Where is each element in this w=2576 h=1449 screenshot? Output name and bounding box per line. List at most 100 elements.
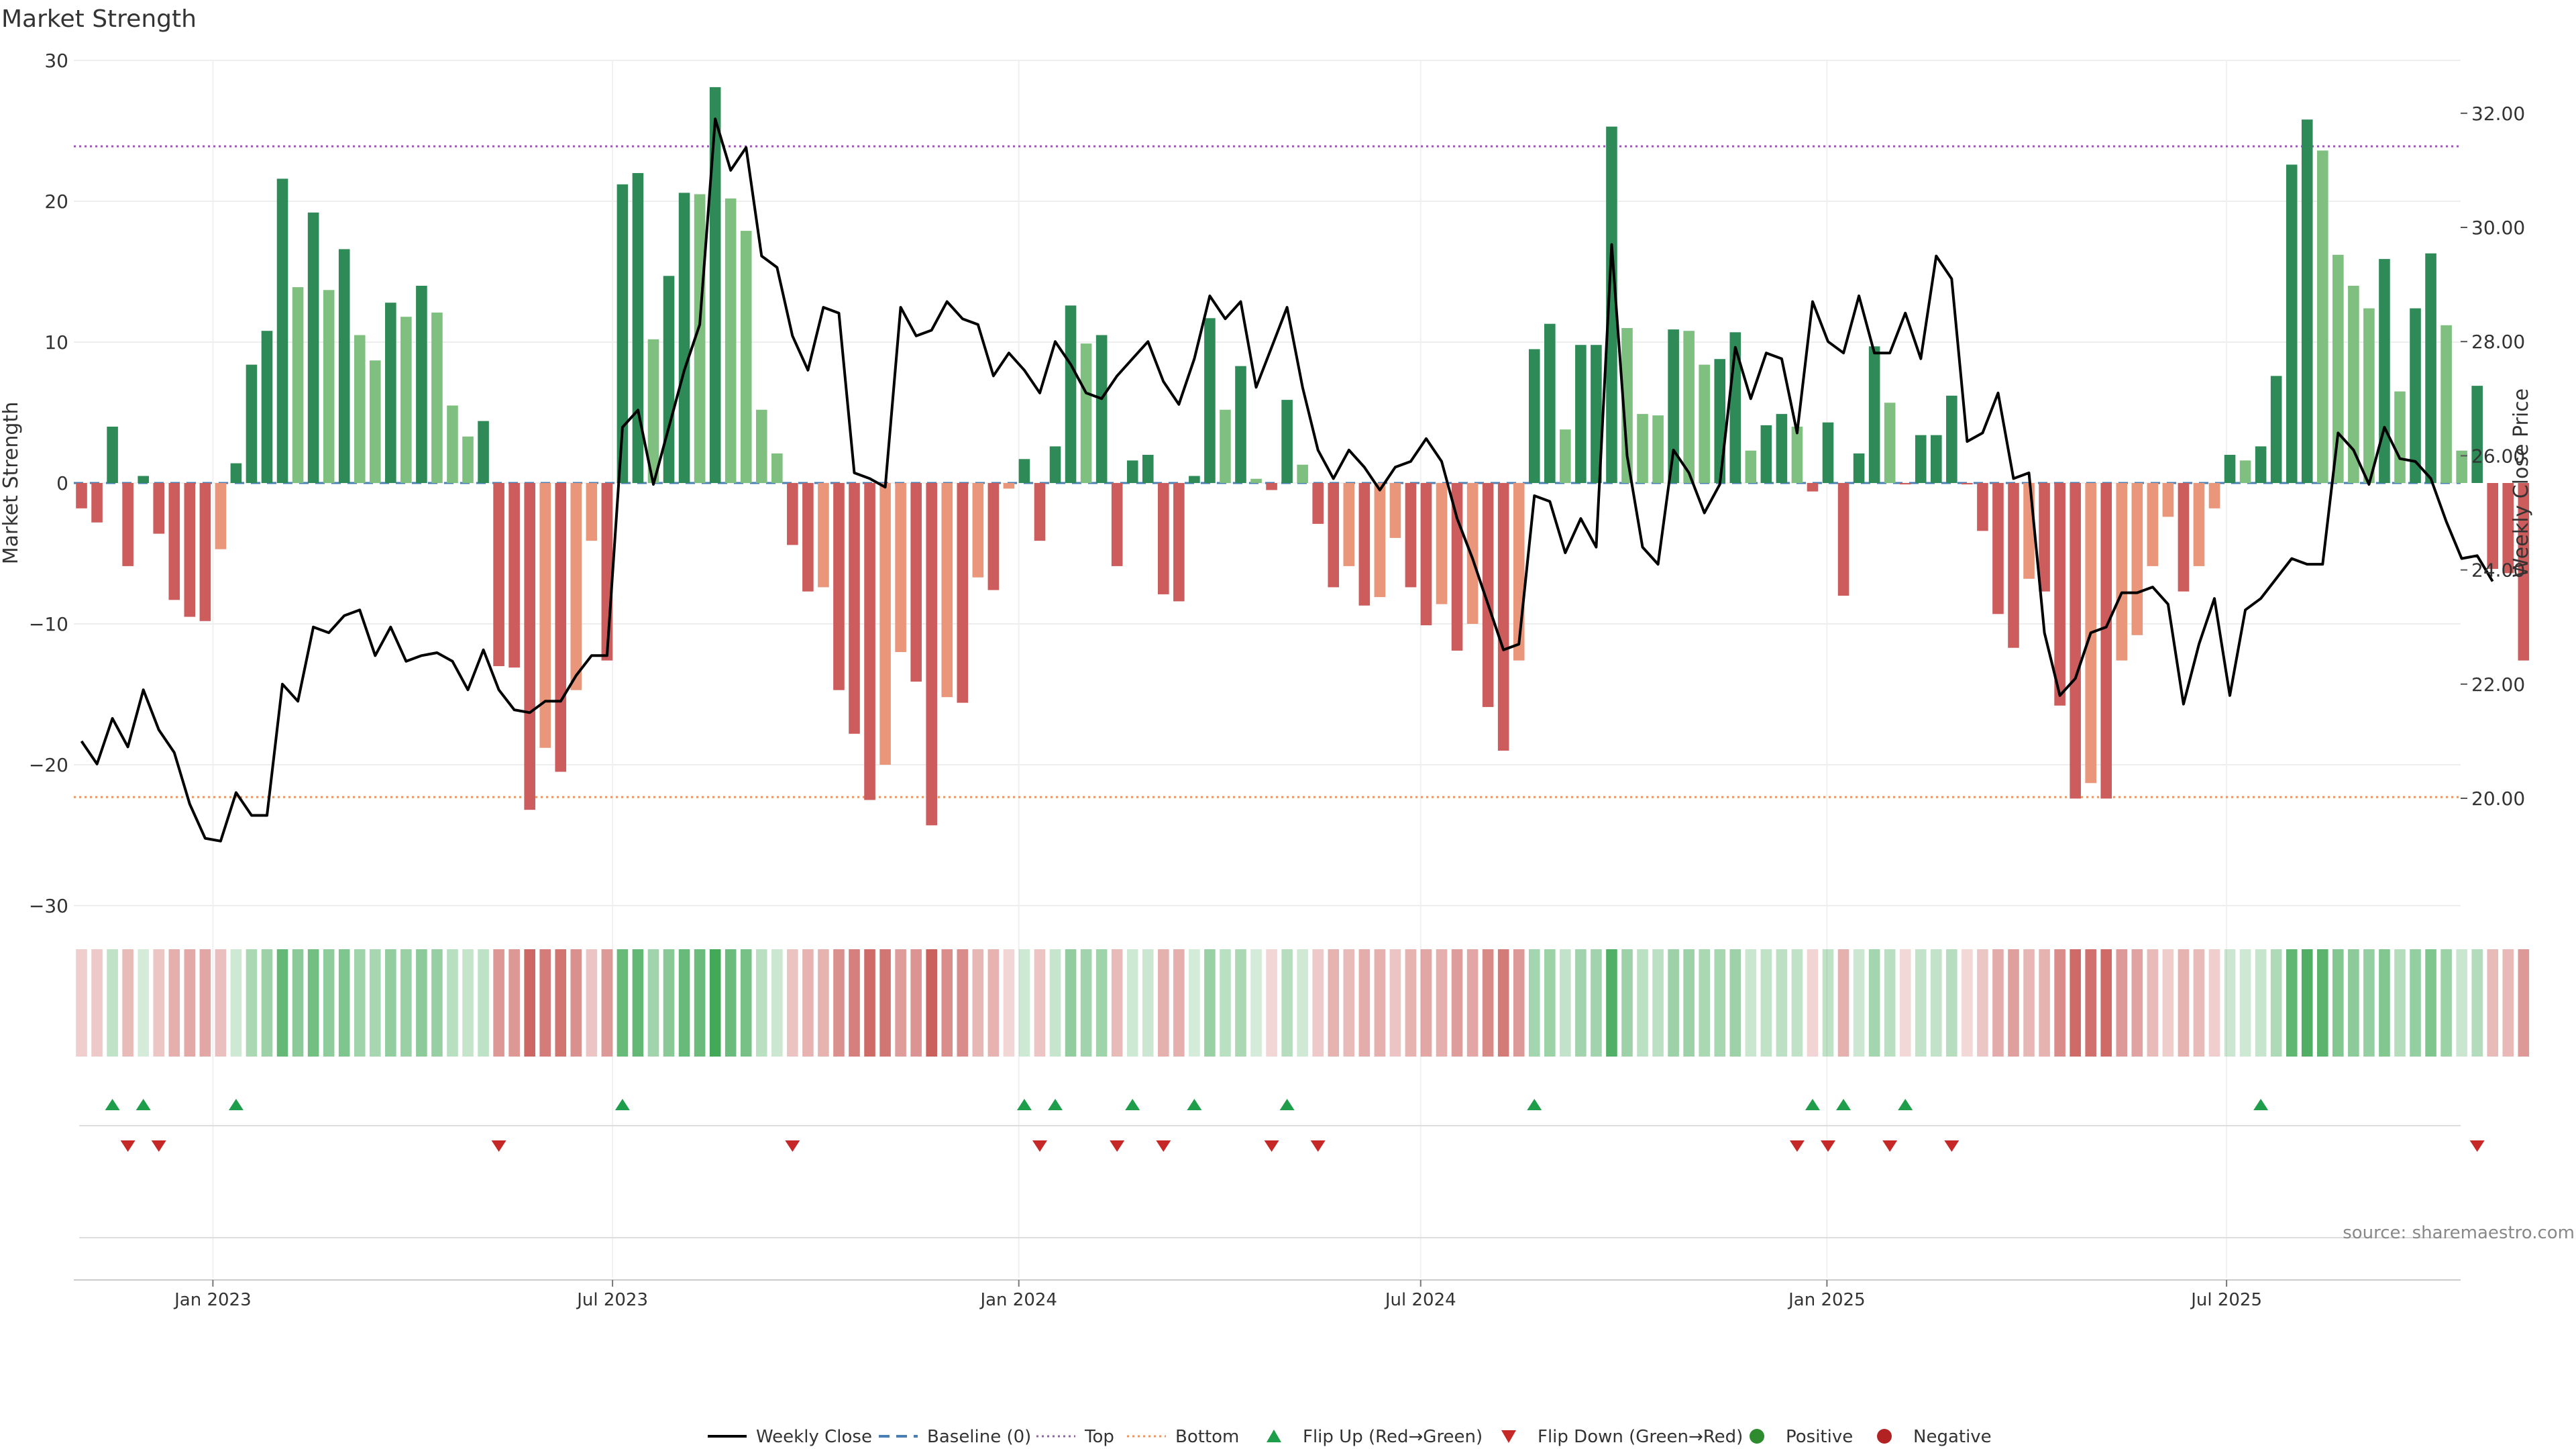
close-line (80, 117, 2494, 843)
bar (755, 409, 767, 483)
bar (199, 483, 211, 621)
bar (1173, 483, 1185, 602)
heat-cell (168, 949, 180, 1057)
heat-cell (724, 949, 737, 1057)
bar (957, 483, 969, 703)
bar (91, 483, 103, 523)
bar (1544, 323, 1556, 483)
y2-axis-label: Weekly Close Price (2510, 388, 2533, 578)
heat-cell (632, 949, 644, 1057)
heat-cell (1822, 949, 1834, 1057)
flip-down-marker (1821, 1140, 1836, 1152)
heat-cell (1065, 949, 1077, 1057)
heat-cell (493, 949, 504, 1057)
heat-cell (1497, 949, 1509, 1057)
y-tick-label: 30 (44, 50, 68, 72)
bar (1621, 328, 1633, 483)
heat-cell (895, 949, 906, 1057)
bar (1637, 414, 1648, 483)
y-tick-label: −10 (29, 613, 68, 635)
bar (2471, 386, 2483, 483)
bar (2518, 483, 2530, 661)
heat-cell (1560, 949, 1571, 1057)
heat-cell (1930, 949, 1942, 1057)
heat-cell (2487, 949, 2499, 1057)
heat-cell (2379, 949, 2390, 1057)
heat-cell (2394, 949, 2406, 1057)
heat-cell (616, 949, 629, 1057)
source-note: source: sharemaestro.com (2343, 1223, 2575, 1243)
bar (524, 483, 535, 810)
heat-cell (2178, 949, 2190, 1057)
heat-cell (740, 949, 752, 1057)
heat-cell (2440, 949, 2452, 1057)
heat-cell (1668, 949, 1679, 1057)
bar (2255, 446, 2267, 483)
bar (1420, 483, 1432, 626)
heat-cell (261, 949, 273, 1057)
bar (1049, 446, 1061, 483)
bar (787, 483, 798, 545)
bar (385, 303, 396, 483)
flip-up-marker (1279, 1099, 1295, 1110)
heat-cell (2100, 949, 2112, 1057)
heat-cell (1358, 949, 1371, 1057)
heat-cell (2147, 949, 2159, 1057)
heat-cell (2085, 949, 2096, 1057)
flip-down-marker (1789, 1140, 1805, 1152)
heat-cell (2239, 949, 2251, 1057)
heat-cell (755, 949, 767, 1057)
bar (1111, 483, 1123, 566)
bar (508, 483, 520, 668)
bar (153, 483, 165, 534)
bar (1266, 483, 1277, 490)
heat-cell (447, 949, 458, 1057)
heat-cell (2286, 949, 2298, 1057)
bar (2394, 391, 2406, 483)
bar (1575, 345, 1587, 483)
y-axis-right: 20.00 22.00 24.00 26.00 28.00 30.00 32.00 (2461, 103, 2525, 810)
bar (1466, 483, 1479, 624)
heat-cell (338, 949, 350, 1057)
heat-cell (987, 949, 1000, 1057)
flip-down-marker (785, 1140, 800, 1152)
bar (2224, 455, 2236, 483)
legend-swatch-tri-down (1501, 1430, 1516, 1443)
flip-down-marker (1882, 1140, 1898, 1152)
heat-cell (1791, 949, 1803, 1057)
heat-cell (307, 949, 319, 1057)
legend-label: Bottom (1175, 1427, 1239, 1447)
bar (709, 87, 721, 483)
bar (1837, 483, 1849, 596)
flip-down-marker (1310, 1140, 1326, 1152)
heat-cell (678, 949, 690, 1057)
heat-cell (1729, 949, 1741, 1057)
heat-cell (539, 949, 551, 1057)
heat-cell (910, 949, 922, 1057)
bar (1853, 453, 1865, 483)
bar (493, 483, 504, 666)
bar (1065, 305, 1077, 483)
bar (76, 483, 87, 508)
flip-up-marker (1048, 1099, 1063, 1110)
x-tick-label: Jul 2025 (2190, 1290, 2262, 1310)
bar (261, 331, 273, 483)
heat-cell (1405, 949, 1417, 1057)
bar (864, 483, 875, 800)
heat-cell (1235, 949, 1246, 1057)
heat-cell (2023, 949, 2035, 1057)
heat-cell (230, 949, 242, 1057)
bar (184, 483, 196, 617)
heat-cell (478, 949, 489, 1057)
bar (1018, 459, 1030, 483)
heat-cell (2208, 949, 2220, 1057)
heat-cell (1637, 949, 1648, 1057)
heat-cell (292, 949, 304, 1057)
bar (1482, 483, 1494, 707)
bar (2270, 376, 2282, 483)
legend-swatch-tri-up (1267, 1430, 1281, 1442)
flip-down-marker (1110, 1140, 1125, 1152)
bar (1884, 402, 1896, 483)
heat-cell (122, 949, 133, 1057)
bar (740, 231, 752, 483)
